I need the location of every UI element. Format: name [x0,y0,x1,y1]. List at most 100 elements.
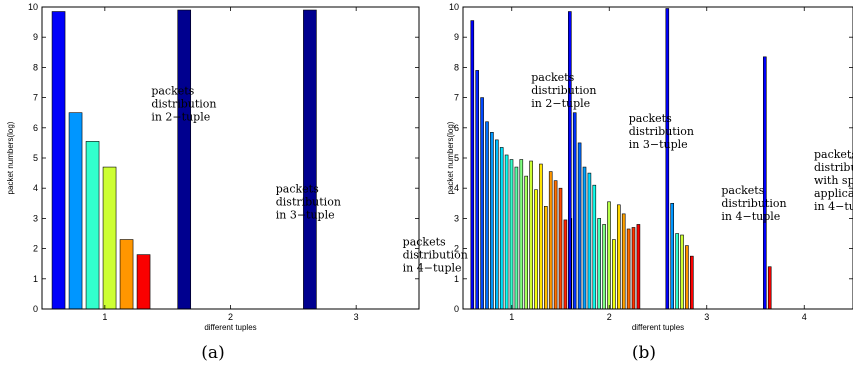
annotation-line: with special [814,174,853,187]
bar-3-4 [680,234,684,310]
annotation-line: in 4−tuple [814,200,853,213]
bar-3-6 [689,255,694,310]
bar-2-9 [607,201,611,310]
bar-2-5 [587,172,592,310]
annotation-1: packets distribution in 2−tuple [531,71,596,110]
annotation-3: packets distribution in 4−tuple [403,236,468,275]
y-tick-label: 6 [454,123,459,133]
y-tick-label: 5 [33,153,38,163]
y-tick-label: 0 [454,304,459,314]
y-tick-label: 10 [28,2,38,12]
annotation-2: packets distribution in 3−tuple [276,183,341,222]
bar-1-1 [51,11,66,310]
annotation-line: distribution [151,98,216,111]
bar-1-7 [499,147,504,310]
y-tick-label: 6 [33,123,38,133]
x-tick-label: 4 [802,312,807,322]
annotation-line: application [814,187,853,200]
bar-1-2 [475,70,480,310]
y-axis-label: packet numbers(log) [6,121,15,194]
bar-2-10 [612,239,616,310]
annotation-line: distribution [276,196,341,209]
y-tick-label: 1 [454,274,459,284]
annotation-3: packets distribution in 4−tuple [721,184,786,223]
bar-1-5 [119,239,134,310]
y-tick-label: 1 [33,274,38,284]
y-tick-label: 4 [454,183,459,193]
bar-1-19 [558,187,563,310]
bar-2-14 [631,227,636,310]
x-tick-label: 3 [704,312,709,322]
annotation-1: packets distribution in 2−tuple [151,85,216,124]
bar-1-15 [539,163,543,310]
bar-3-2 [670,203,675,310]
bar-1-13 [529,160,533,310]
annotation-line: in 4−tuple [403,262,462,275]
bar-1-5 [490,132,494,310]
annotation-line: distribution [629,125,694,138]
x-tick-label: 3 [354,312,359,322]
annotation-2: packets distribution in 3−tuple [629,112,694,151]
bar-2-3 [577,142,582,310]
bar-1-14 [534,189,538,310]
bar-1-12 [524,175,529,310]
y-tick-label: 9 [454,32,459,42]
annotation-line: distribution [721,197,786,210]
y-tick-label: 3 [33,213,38,223]
bar-1-17 [548,171,553,310]
annotation-line: distribution [814,161,853,174]
bar-2-4 [582,166,587,310]
bar-1-16 [543,206,548,310]
annotation-line: in 4−tuple [721,210,780,223]
bar-1-10 [514,166,519,310]
bar-2-1 [567,11,572,310]
bar-1-9 [509,159,514,310]
y-tick-label: 10 [449,2,459,12]
y-tick-label: 5 [454,153,459,163]
bar-2-15 [636,224,641,310]
bar-1-6 [494,139,499,310]
y-tick-label: 7 [33,93,38,103]
bar-1-11 [519,159,524,310]
x-axis-label: different tuples [632,323,684,332]
annotation-4: packetsdistributionwith specialapplicati… [814,148,853,213]
annotation-line: distribution [531,84,596,97]
y-tick-label: 8 [33,62,38,72]
annotation-line: packets [276,183,319,196]
bar-2-13 [626,228,631,310]
x-tick-label: 2 [228,312,233,322]
bar-1-3 [480,97,484,310]
y-tick-label: 7 [454,93,459,103]
bar-1-18 [553,180,558,310]
bar-2-6 [592,184,597,310]
y-tick-label: 9 [33,32,38,42]
annotation-line: in 2−tuple [151,111,210,124]
bar-2-7 [597,218,602,310]
bar-4-2 [767,266,772,310]
annotation-line: packets [403,236,446,249]
annotation-line: in 3−tuple [276,209,335,222]
bar-1-6 [136,254,151,310]
bar-3-1 [303,9,317,310]
bar-2-1 [177,9,192,310]
x-axis-label: different tuples [204,323,256,332]
annotation-line: packets [721,184,764,197]
x-tick-label: 2 [607,312,612,322]
panel-label: (b) [632,343,656,363]
annotation-line: in 2−tuple [531,97,590,110]
bar-2-8 [602,224,606,310]
annotation-line: in 3−tuple [629,138,688,151]
bar-1-20 [563,219,568,310]
bar-1-4 [102,166,117,310]
bar-2-2 [572,112,577,310]
bar-1-1 [470,20,475,310]
bar-3-1 [665,8,670,310]
bar-1-3 [85,141,100,310]
annotation-line: distribution [403,249,468,262]
y-tick-label: 2 [33,244,38,254]
bar-3-3 [675,233,679,310]
annotation-line: packets [629,112,672,125]
x-tick-label: 1 [509,312,514,322]
y-tick-label: 4 [33,183,38,193]
